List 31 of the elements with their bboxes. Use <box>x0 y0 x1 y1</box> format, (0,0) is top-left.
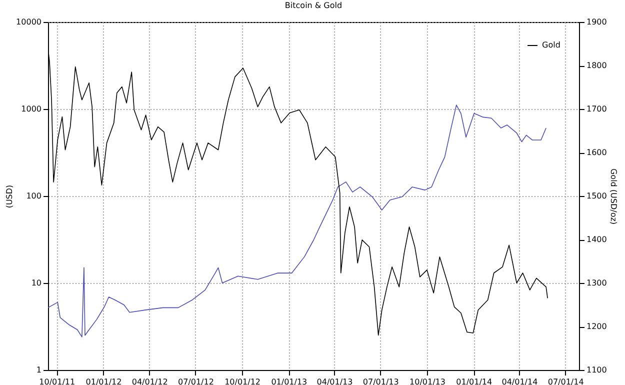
x-tick-label: 07/01/14 <box>548 378 584 385</box>
x-tick-label: 01/01/13 <box>271 378 308 385</box>
y-axis-title: (USD) <box>5 184 14 208</box>
line-series <box>48 104 546 338</box>
y2-tick-label: 1500 <box>586 192 607 200</box>
y2-tick-label: 1200 <box>586 322 607 331</box>
y-tick-label: 1000 <box>21 104 42 114</box>
y2-tick-label: 1700 <box>586 104 607 114</box>
y2-tick-label: 1300 <box>586 278 607 288</box>
y-tick-label: 10 <box>31 278 42 288</box>
y2-axis-title: Gold (USD/oz) <box>608 168 618 225</box>
x-tick-label: 07/01/12 <box>178 378 214 385</box>
y2-tick-label: 1400 <box>586 235 607 244</box>
y-tick-label: 10000 <box>16 18 42 26</box>
x-tick-label: 07/01/13 <box>362 378 399 385</box>
x-tick-label: 10/01/11 <box>39 378 76 385</box>
y-tick-label: 1 <box>36 366 42 374</box>
x-tick-label: 10/01/13 <box>410 378 446 385</box>
x-tick-label: 01/01/12 <box>86 378 122 385</box>
x-tick-label: 04/01/12 <box>132 378 168 385</box>
y2-tick-label: 1600 <box>586 148 607 157</box>
legend-label: Gold <box>542 40 560 50</box>
x-tick-label: 10/01/12 <box>224 378 261 385</box>
x-tick-label: 04/01/13 <box>316 378 353 385</box>
y-tick-label: 100 <box>26 192 42 200</box>
y2-tick-label: 1800 <box>586 61 607 70</box>
chart-title: Bitcoin & Gold <box>284 1 342 10</box>
y2-tick-label: 1100 <box>586 366 607 374</box>
x-tick-label: 04/01/14 <box>502 378 538 385</box>
y2-tick-label: 1900 <box>586 18 607 26</box>
x-tick-label: 01/01/14 <box>456 378 492 385</box>
